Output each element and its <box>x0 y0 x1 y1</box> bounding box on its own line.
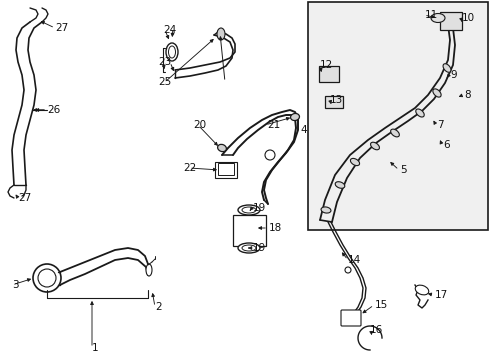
Text: 8: 8 <box>464 90 470 100</box>
Ellipse shape <box>166 43 178 61</box>
FancyBboxPatch shape <box>232 215 266 246</box>
Text: 21: 21 <box>267 120 280 130</box>
Text: 25: 25 <box>158 77 171 87</box>
Ellipse shape <box>242 207 256 213</box>
Text: 15: 15 <box>375 300 388 310</box>
Text: 9: 9 <box>450 70 457 80</box>
Ellipse shape <box>370 142 379 150</box>
Text: 7: 7 <box>437 120 443 130</box>
Ellipse shape <box>415 285 429 295</box>
FancyBboxPatch shape <box>215 162 237 178</box>
Text: 27: 27 <box>55 23 68 33</box>
Ellipse shape <box>238 243 260 253</box>
Text: 23: 23 <box>158 57 171 67</box>
Ellipse shape <box>218 144 226 152</box>
Ellipse shape <box>217 28 225 40</box>
Ellipse shape <box>335 182 345 188</box>
Text: 24: 24 <box>163 25 176 35</box>
Text: 26: 26 <box>47 105 60 115</box>
Text: 3: 3 <box>12 280 19 290</box>
FancyBboxPatch shape <box>440 12 462 30</box>
Text: 12: 12 <box>320 60 333 70</box>
Text: 16: 16 <box>370 325 383 335</box>
Text: 20: 20 <box>193 120 206 130</box>
Text: 2: 2 <box>155 302 162 312</box>
Text: 6: 6 <box>443 140 450 150</box>
Ellipse shape <box>350 158 360 166</box>
Ellipse shape <box>291 113 299 121</box>
Text: 27: 27 <box>18 193 31 203</box>
Ellipse shape <box>391 129 399 137</box>
Text: 13: 13 <box>330 95 343 105</box>
Ellipse shape <box>169 46 175 58</box>
Ellipse shape <box>321 207 331 213</box>
FancyBboxPatch shape <box>325 96 343 108</box>
Ellipse shape <box>416 109 424 117</box>
Text: 11: 11 <box>425 10 438 20</box>
Circle shape <box>345 267 351 273</box>
Text: 5: 5 <box>400 165 407 175</box>
Text: 10: 10 <box>462 13 475 23</box>
Text: 1: 1 <box>92 343 98 353</box>
FancyBboxPatch shape <box>218 163 234 175</box>
Text: 22: 22 <box>183 163 196 173</box>
Text: 19: 19 <box>253 203 266 213</box>
Text: 19: 19 <box>253 243 266 253</box>
Ellipse shape <box>443 64 451 72</box>
Bar <box>308 2 488 230</box>
Text: 4: 4 <box>300 125 307 135</box>
FancyBboxPatch shape <box>319 66 339 82</box>
Text: 14: 14 <box>348 255 361 265</box>
FancyBboxPatch shape <box>341 310 361 326</box>
Ellipse shape <box>238 205 260 215</box>
Ellipse shape <box>242 245 256 251</box>
Ellipse shape <box>146 264 152 276</box>
Text: 18: 18 <box>269 223 282 233</box>
Ellipse shape <box>431 13 445 22</box>
Ellipse shape <box>433 89 441 97</box>
Text: 17: 17 <box>435 290 448 300</box>
